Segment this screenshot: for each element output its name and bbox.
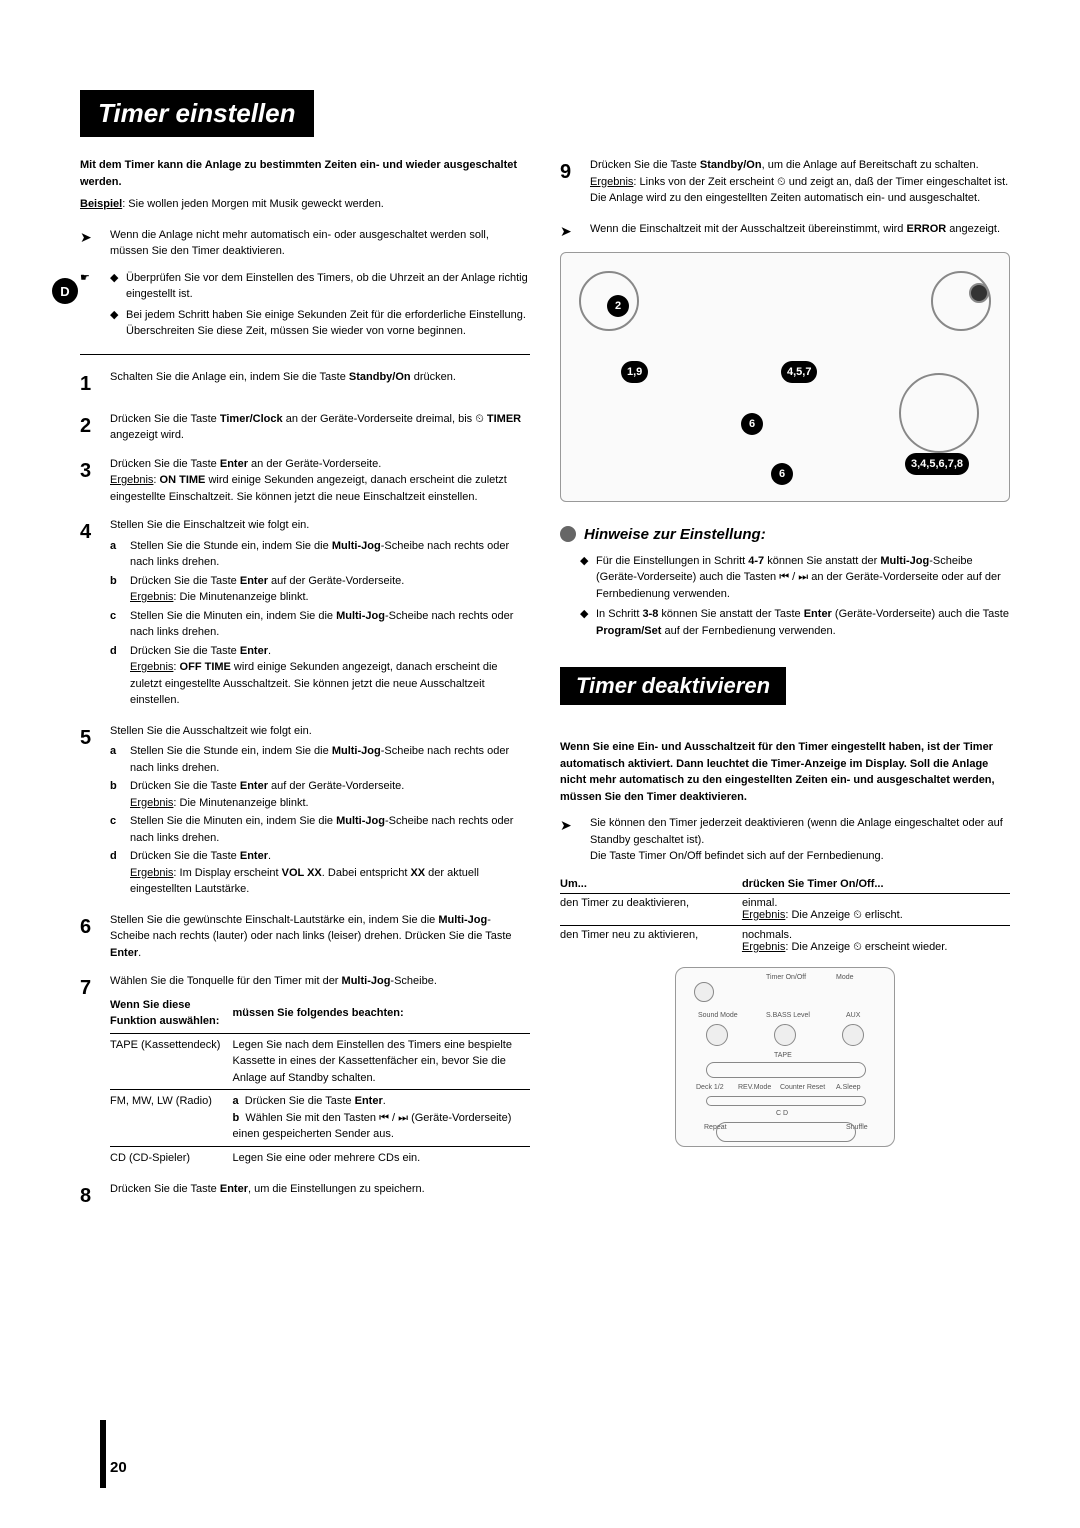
remote-diagram: Timer On/Off Mode Sound Mode S.BASS Leve… [675,967,895,1147]
deactivate-note: ➤ Sie können den Timer jederzeit deaktiv… [560,815,1010,865]
hint-1: Für die Einstellungen in Schritt 4-7 kön… [596,553,1010,603]
hint-2: In Schritt 3-8 können Sie anstatt der Ta… [596,606,1010,639]
callout-2: 2 [607,295,629,317]
callout-4-5-7: 4,5,7 [781,361,817,383]
note-pointer: ☛ ◆Überprüfen Sie vor dem Einstellen des… [80,270,530,344]
callout-6a: 6 [741,413,763,435]
step-9-text: Drücken Sie die Taste Standby/On, um die… [590,157,1008,207]
hints-heading: Hinweise zur Einstellung: [560,526,1010,543]
chevron-right-icon: ➤ [560,221,580,242]
page-number: 20 [110,1459,127,1476]
callout-1-9: 1,9 [621,361,648,383]
title-timer-deaktivieren: Timer deaktivieren [560,667,786,705]
source-table: Wenn Sie diese Funktion auswählen:müssen… [110,994,530,1170]
side-rule [100,1420,106,1488]
note-deactivate: ➤ Wenn die Anlage nicht mehr automatisch… [80,227,530,260]
chevron-right-icon: ➤ [80,227,100,260]
intro-example: Beispiel: Sie wollen jeden Morgen mit Mu… [80,196,530,213]
chevron-right-icon: ➤ [560,815,580,865]
deactivate-table: Um...drücken Sie Timer On/Off... den Tim… [560,875,1010,957]
error-note: ➤ Wenn die Einschaltzeit mit der Ausscha… [560,221,1010,242]
front-panel-diagram: 2 1,9 4,5,7 6 6 3,4,5,6,7,8 [560,252,1010,502]
bullet-icon [560,526,576,542]
manual-page: D Timer einstellen Mit dem Timer kann di… [0,0,1080,1528]
right-column: 9 Drücken Sie die Taste Standby/On, um d… [560,157,1010,1223]
steps-list: 1Schalten Sie die Anlage ein, indem Sie … [80,369,530,1212]
deactivate-intro: Wenn Sie eine Ein- und Ausschaltzeit für… [560,739,1010,805]
callout-6b: 6 [771,463,793,485]
left-column: Mit dem Timer kann die Anlage zu bestimm… [80,157,530,1223]
step-9-num: 9 [560,157,578,207]
callout-3-8: 3,4,5,6,7,8 [905,453,969,475]
language-badge: D [52,278,78,304]
intro-bold: Mit dem Timer kann die Anlage zu bestimm… [80,157,530,190]
hand-pointer-icon: ☛ [80,270,100,344]
title-timer-einstellen: Timer einstellen [80,90,314,137]
